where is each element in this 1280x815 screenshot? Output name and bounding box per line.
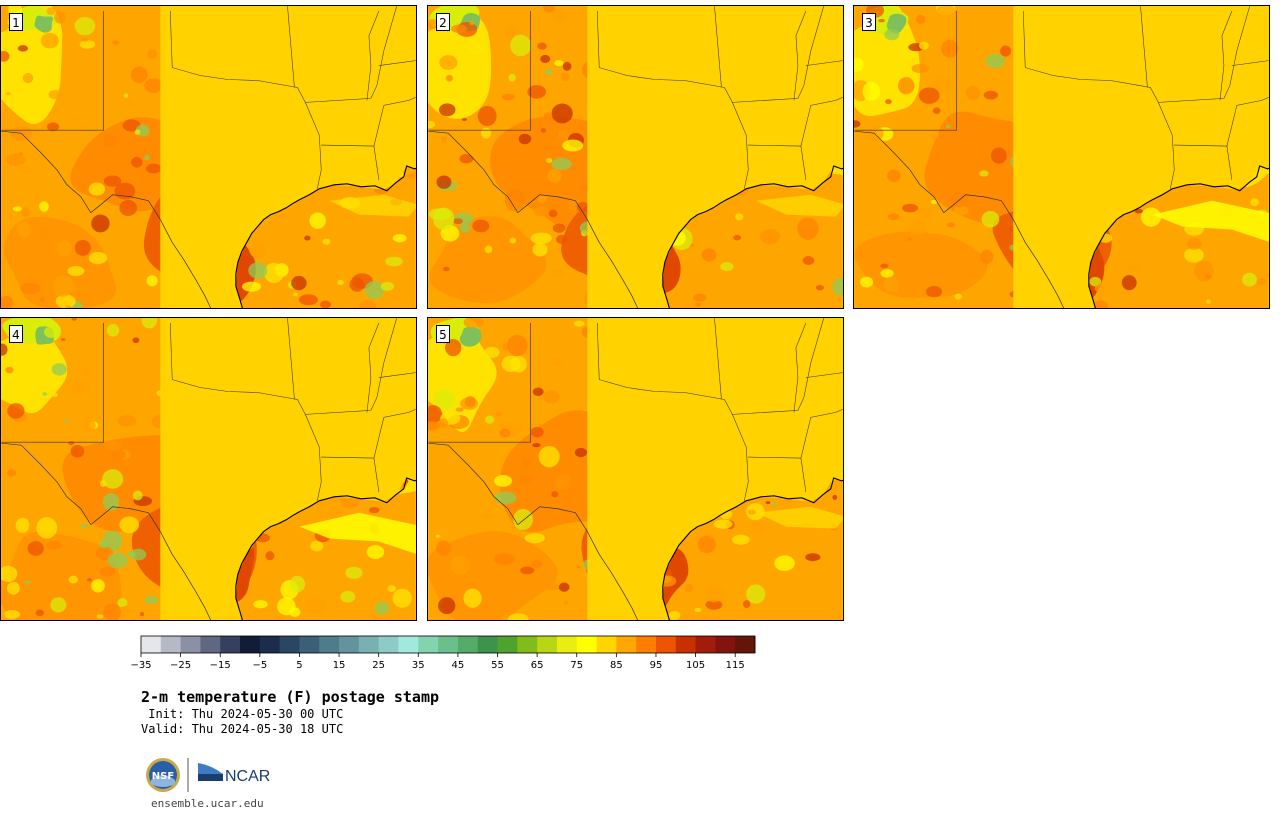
- temperature-map: [854, 6, 1269, 308]
- temperature-map: [428, 318, 843, 620]
- colorbar-swatch: [279, 636, 300, 653]
- colorbar-swatch: [517, 636, 538, 653]
- nsf-logo-icon: NSF: [146, 758, 180, 792]
- postage-stamp-panel-3: 3: [853, 5, 1270, 309]
- colorbar-swatch: [438, 636, 459, 653]
- nsf-logo-text: NSF: [152, 771, 174, 782]
- colorbar-tick-label: −25: [170, 660, 191, 671]
- colorbar-swatch: [259, 636, 281, 653]
- ncar-logo-text: NCAR: [225, 768, 270, 785]
- colorbar-swatch: [695, 636, 716, 653]
- postage-stamp-panel-5: 5: [427, 317, 844, 621]
- colorbar-swatch: [418, 636, 439, 653]
- temperature-map: [1, 6, 416, 308]
- colorbar-swatch: [220, 636, 241, 653]
- member-label: 2: [436, 13, 450, 31]
- colorbar-swatch: [477, 636, 499, 653]
- colorbar-tick-label: 95: [650, 660, 663, 671]
- nsf-ncar-logo: NSF NCAR: [146, 758, 270, 792]
- colorbar-swatch: [160, 636, 182, 653]
- colorbar-swatch: [576, 636, 598, 653]
- colorbar-swatch: [675, 636, 697, 653]
- member-label: 1: [9, 13, 23, 31]
- colorbar-tick-label: 5: [296, 660, 302, 671]
- colorbar-tick-label: 85: [610, 660, 623, 671]
- colorbar-tick-label: 15: [333, 660, 346, 671]
- colorbar-tick-label: 115: [726, 660, 745, 671]
- postage-stamp-panel-1: 1: [0, 5, 417, 309]
- colorbar-tick-label: 55: [491, 660, 504, 671]
- colorbar-tick-label: 65: [531, 660, 544, 671]
- site-url: ensemble.ucar.edu: [151, 797, 264, 810]
- colorbar-tick-label: 105: [686, 660, 705, 671]
- title-block: 2-m temperature (F) postage stamp Init: …: [141, 688, 439, 737]
- colorbar-swatch: [655, 636, 677, 653]
- colorbar-swatch: [735, 636, 756, 653]
- colorbar-swatch: [200, 636, 221, 653]
- init-time: Init: Thu 2024-05-30 00 UTC: [141, 707, 344, 721]
- member-label: 3: [862, 13, 876, 31]
- postage-stamp-panel-4: 4: [0, 317, 417, 621]
- colorbar-swatch: [616, 636, 637, 653]
- colorbar-swatch: [636, 636, 657, 653]
- colorbar-tick-label: 75: [570, 660, 583, 671]
- colorbar-tick-label: 25: [372, 660, 385, 671]
- colorbar-swatch: [537, 636, 558, 653]
- colorbar-tick-label: −35: [130, 660, 151, 671]
- colorbar-tick-label: −5: [252, 660, 267, 671]
- logos: NSF NCAR: [143, 756, 283, 796]
- colorbar-swatch: [378, 636, 399, 653]
- chart-title: 2-m temperature (F) postage stamp: [141, 688, 440, 706]
- valid-time: Valid: Thu 2024-05-30 18 UTC: [141, 722, 344, 736]
- colorbar-swatch: [715, 636, 736, 653]
- colorbar-swatch: [596, 636, 617, 653]
- colorbar-swatch: [497, 636, 518, 653]
- colorbar-tick-label: 35: [412, 660, 425, 671]
- colorbar-swatch: [319, 636, 340, 653]
- member-label: 5: [436, 325, 450, 343]
- colorbar-swatch: [141, 636, 162, 653]
- colorbar-swatch: [556, 636, 578, 653]
- colorbar-swatch: [358, 636, 380, 653]
- colorbar-swatch: [457, 636, 479, 653]
- temperature-map: [1, 318, 416, 620]
- colorbar-swatch: [339, 636, 360, 653]
- temperature-map: [428, 6, 843, 308]
- colorbar-tick-label: −15: [210, 660, 231, 671]
- temperature-colorbar: −35 −25 −15 −5 5 15 25 35 45 55 65 75 85 95 105 115: [130, 635, 756, 671]
- colorbar-tick-label: 45: [452, 660, 465, 671]
- postage-stamp-panel-2: 2: [427, 5, 844, 309]
- ncar-logo-icon: NCAR: [198, 763, 270, 785]
- colorbar-swatch: [240, 636, 261, 653]
- member-label: 4: [9, 325, 23, 343]
- colorbar-swatch: [398, 636, 419, 653]
- colorbar-swatch: [180, 636, 201, 653]
- colorbar-swatch: [299, 636, 320, 653]
